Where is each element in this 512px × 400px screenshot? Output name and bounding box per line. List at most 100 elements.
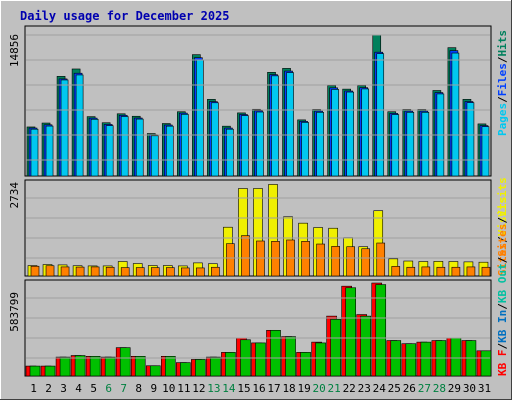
legend-item: KB In	[496, 310, 509, 343]
bar-sites-day-11	[181, 267, 190, 277]
day-label-28: 28	[433, 382, 446, 395]
bar-kbf-green-day-2	[44, 365, 56, 377]
bar-kbf-green-day-4	[74, 355, 86, 377]
legend-visits-sites: Sites/Visits	[496, 197, 509, 277]
bar-kbf-green-day-18	[285, 336, 296, 377]
bar-kbf-green-day-31	[480, 350, 492, 377]
legend-item: /	[496, 236, 509, 243]
bar-pages-day-29	[451, 52, 460, 177]
day-label-31: 31	[478, 382, 491, 395]
bar-pages-day-31	[481, 126, 490, 177]
day-label-5: 5	[90, 382, 97, 395]
bar-sites-day-24	[376, 242, 386, 277]
bar-sites-day-30	[466, 266, 476, 277]
bar-sites-day-4	[75, 266, 85, 277]
bar-pages-day-8	[135, 118, 144, 177]
day-label-7: 7	[120, 382, 127, 395]
day-label-14: 14	[222, 382, 236, 395]
bar-kbf-green-day-14	[225, 352, 236, 377]
bar-kbf-green-day-10	[164, 356, 176, 377]
legend-item: /	[496, 343, 509, 350]
bar-kbf-green-day-12	[195, 359, 206, 377]
bar-pages-day-4	[75, 74, 84, 177]
bar-pages-day-21	[331, 89, 339, 177]
legend-item: /	[496, 303, 509, 310]
day-label-12: 12	[192, 382, 205, 395]
bar-kbf-green-day-6	[104, 356, 116, 377]
bar-pages-day-22	[346, 91, 354, 177]
legend-item: Visits	[496, 177, 509, 217]
ymax-label-visits: 2734	[8, 182, 21, 209]
bar-pages-day-9	[150, 135, 159, 177]
legend-kbytes: KB F/KB In/KB Out/Sites/Visits	[496, 177, 509, 376]
bar-sites-day-1	[30, 265, 40, 277]
day-label-3: 3	[60, 382, 67, 395]
bar-sites-day-20	[316, 243, 325, 277]
bar-sites-day-26	[406, 266, 416, 277]
legend-item: Files	[496, 63, 509, 96]
bar-pages-day-24	[376, 53, 385, 177]
bar-sites-day-28	[436, 266, 446, 277]
bar-kbf-green-day-24	[375, 284, 387, 377]
day-label-29: 29	[448, 382, 461, 395]
day-label-11: 11	[177, 382, 190, 395]
bar-sites-day-5	[90, 266, 100, 277]
legend-hits-files-pages: Pages/Files/Hits	[496, 30, 509, 136]
bar-sites-day-9	[150, 267, 160, 277]
y-axis-labels: 14856 2734 583799	[8, 34, 21, 332]
bar-pages-day-25	[391, 114, 400, 177]
bar-kbf-green-day-7	[119, 347, 131, 377]
bar-pages-day-18	[286, 72, 294, 177]
legend-item: /	[496, 96, 509, 103]
bar-sites-day-12	[196, 267, 205, 277]
bar-pages-day-1	[30, 128, 39, 177]
bar-kbf-green-day-26	[405, 343, 417, 377]
legend-item: /	[496, 56, 509, 63]
bar-sites-day-15	[241, 235, 250, 277]
bar-pages-day-14	[226, 128, 234, 177]
legend-item: Hits	[496, 30, 509, 57]
bar-kbf-green-day-17	[270, 329, 281, 377]
legend-item: Sites	[496, 224, 509, 257]
legend-item: Visits	[496, 197, 509, 237]
bar-sites-day-16	[256, 240, 265, 277]
bar-sites-day-19	[301, 241, 310, 277]
bar-sites-day-23	[361, 248, 371, 277]
legend-item: Sites	[496, 243, 509, 276]
bar-sites-day-29	[451, 266, 461, 277]
bar-pages-day-5	[90, 118, 99, 177]
bar-pages-day-26	[406, 112, 415, 177]
bar-sites-day-27	[421, 266, 431, 277]
chart-title: Daily usage for December 2025	[20, 9, 230, 23]
bar-sites-day-10	[165, 267, 175, 277]
bar-pages-day-27	[421, 112, 430, 177]
bar-pages-day-12	[196, 59, 204, 177]
bar-kbf-green-day-9	[149, 365, 161, 377]
bar-pages-day-17	[271, 75, 279, 177]
legend-item: Pages	[496, 103, 509, 136]
bar-sites-day-13	[211, 266, 220, 277]
bar-sites-day-17	[271, 241, 280, 277]
bar-pages-day-30	[466, 102, 475, 177]
day-label-2: 2	[45, 382, 52, 395]
day-label-18: 18	[282, 382, 295, 395]
gridlines-layer	[26, 34, 490, 359]
bar-pages-day-19	[301, 122, 309, 177]
day-label-26: 26	[403, 382, 416, 395]
bar-pages-day-15	[241, 115, 249, 177]
bar-kbf-green-day-13	[210, 356, 221, 377]
bar-pages-day-2	[45, 125, 54, 177]
bar-sites-day-7	[120, 267, 130, 277]
ymax-label-hits: 14856	[8, 34, 21, 67]
day-label-20: 20	[313, 382, 326, 395]
bar-kbf-green-day-5	[89, 356, 101, 377]
legend-item: KB F	[496, 350, 509, 377]
bar-kbf-green-day-16	[255, 342, 266, 377]
day-label-30: 30	[463, 382, 476, 395]
bar-sites-day-2	[45, 265, 55, 277]
day-label-13: 13	[207, 382, 220, 395]
bar-sites-day-8	[135, 267, 145, 277]
